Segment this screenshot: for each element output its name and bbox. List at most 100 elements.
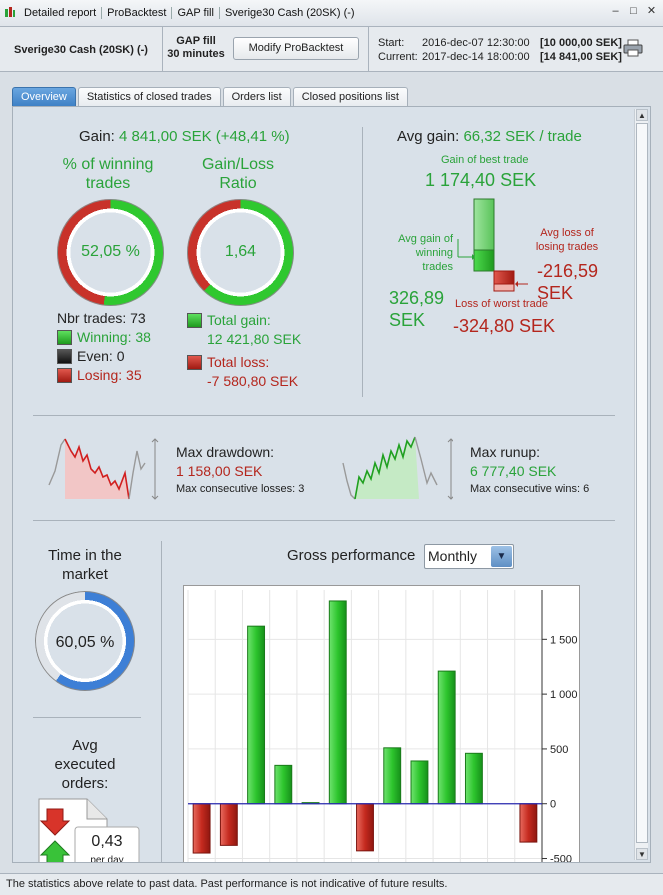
avg-loss-label-line1: Avg loss of <box>540 227 594 239</box>
avg-gain-value: 66,32 SEK / trade <box>463 128 582 145</box>
winning-title-line2: trades <box>85 175 131 192</box>
avg-loss-label-line2: losing trades <box>535 241 599 253</box>
avg-win-label-line1: Avg gain of <box>398 233 453 245</box>
avg-win-value-line2: SEK <box>389 310 426 330</box>
gain-loss-ratio-donut <box>187 199 294 306</box>
avg-win-value: 326,89 SEK <box>389 287 444 331</box>
current-label: Current: <box>378 51 418 63</box>
avg-loss-bar <box>493 270 515 285</box>
even-swatch <box>57 349 72 364</box>
gain-swatch <box>187 313 202 328</box>
orders-icon <box>38 798 140 862</box>
avg-orders-line1: Avg <box>72 737 98 754</box>
runup-label: Max runup: <box>470 444 541 460</box>
instrument-name: Sverige30 Cash (20SK) (-) <box>0 27 163 72</box>
loss-swatch <box>187 355 202 370</box>
start-date: 2016-dec-07 12:30:00 <box>422 37 530 49</box>
tab-closed-positions-list[interactable]: Closed positions list <box>292 87 408 107</box>
ratio-title-line1: Gain/Loss <box>201 156 275 173</box>
report-icon <box>4 6 16 20</box>
bar <box>328 600 347 805</box>
tab-orders-list[interactable]: Orders list <box>222 87 291 107</box>
scroll-up-icon[interactable]: ▲ <box>636 109 648 121</box>
bar <box>383 747 402 805</box>
y-tick-label: -500 <box>550 854 572 863</box>
maximize-icon[interactable]: □ <box>630 5 637 17</box>
losing-swatch <box>57 368 72 383</box>
window-titlebar: Detailed report ProBacktest GAP fill Sve… <box>0 0 663 27</box>
drawdown-label: Max drawdown: <box>176 444 275 460</box>
start-value: [10 000,00 SEK] <box>540 37 622 49</box>
tab-statistics-closed-trades[interactable]: Statistics of closed trades <box>77 87 221 107</box>
status-bar: The statistics above relate to past data… <box>0 873 663 895</box>
bar <box>274 764 293 805</box>
close-icon[interactable]: ✕ <box>646 5 657 17</box>
breadcrumb-detailed-report[interactable]: Detailed report <box>19 7 103 19</box>
winning-swatch <box>57 330 72 345</box>
modify-probacktest-button[interactable]: Modify ProBacktest <box>233 37 359 60</box>
breadcrumb-probacktest[interactable]: ProBacktest <box>102 7 173 19</box>
bar <box>356 803 374 852</box>
tab-overview[interactable]: Overview <box>12 87 76 107</box>
avg-orders-line3: orders: <box>61 775 109 792</box>
y-tick-label: 1 000 <box>550 689 578 701</box>
total-gain-label: Total gain: <box>207 312 271 328</box>
scroll-thumb[interactable] <box>636 123 648 843</box>
section-divider <box>33 415 615 416</box>
avg-loss-label: Avg loss of losing trades <box>531 226 603 254</box>
breadcrumb-strategy[interactable]: GAP fill <box>172 7 220 19</box>
runup-sub: Max consecutive wins: 6 <box>470 483 590 495</box>
bar <box>437 670 456 805</box>
avg-gain-label: Avg gain: <box>397 128 460 145</box>
period-select[interactable]: Monthly ▼ <box>424 544 514 569</box>
time-market-line1: Time in the <box>48 547 122 564</box>
time-in-market-donut <box>35 591 135 691</box>
winning-count: Winning: 38 <box>77 329 151 345</box>
even-count: Even: 0 <box>77 348 125 364</box>
chevron-down-icon[interactable]: ▼ <box>491 546 512 567</box>
period-select-value: Monthly <box>428 548 478 564</box>
current-value: [14 841,00 SEK] <box>540 51 622 63</box>
ratio-title: Gain/Loss Ratio <box>183 155 293 193</box>
current-date: 2017-dec-14 18:00:00 <box>422 51 530 63</box>
drawdown-sub: Max consecutive losses: 3 <box>176 483 305 495</box>
avg-loss-value: -216,59 SEK <box>537 260 598 304</box>
time-market-line2: market <box>62 566 108 583</box>
section-divider <box>33 520 615 521</box>
avg-orders-title: Avg executed orders: <box>33 736 137 793</box>
strategy-period: 30 minutes <box>167 48 225 60</box>
gain-value: 4 841,00 SEK (+48,41 %) <box>119 128 290 145</box>
ratio-value: 1,64 <box>224 243 257 260</box>
section-divider <box>33 717 141 718</box>
tab-bar: Overview Statistics of closed trades Ord… <box>12 87 410 107</box>
vertical-scrollbar[interactable]: ▲ ▼ <box>634 109 648 860</box>
breadcrumb-instrument[interactable]: Sverige30 Cash (20SK) (-) <box>224 7 355 19</box>
avg-orders-unit: per day <box>90 855 124 863</box>
minimize-icon[interactable]: – <box>612 5 619 17</box>
worst-trade-value: -324,80 SEK <box>453 316 556 336</box>
avg-win-label: Avg gain of winning trades <box>383 232 453 274</box>
avg-trade-bar-diagram <box>457 198 528 292</box>
avg-win-value-line1: 326,89 <box>389 288 445 308</box>
best-trade-label: Gain of best trade <box>441 154 529 166</box>
avg-loss-value-line1: -216,59 <box>537 261 599 281</box>
chart-svg: -500 0 500 1 000 1 500 <box>187 590 578 863</box>
y-tick-label: 0 <box>550 799 556 811</box>
y-tick-label: 1 500 <box>550 634 578 646</box>
time-in-market-title: Time in the market <box>33 546 137 584</box>
print-icon[interactable] <box>623 39 643 57</box>
winning-title-line1: % of winning <box>62 156 154 173</box>
bar <box>464 752 483 805</box>
total-gain-value: 12 421,80 SEK <box>207 331 302 347</box>
strategy-name: GAP fill <box>176 35 216 47</box>
time-in-market-value: 60,05 % <box>55 634 115 651</box>
legend-winning: Winning: 38 <box>57 329 151 345</box>
drawdown-sparkline <box>48 438 159 500</box>
section-divider <box>161 541 162 862</box>
avg-win-label-line2: winning trades <box>415 247 453 273</box>
scroll-down-icon[interactable]: ▼ <box>636 848 648 860</box>
legend-losing: Losing: 35 <box>57 367 142 383</box>
bar <box>410 760 429 805</box>
gross-performance-chart: -500 0 500 1 000 1 500 <box>183 585 580 863</box>
bar <box>247 625 266 805</box>
